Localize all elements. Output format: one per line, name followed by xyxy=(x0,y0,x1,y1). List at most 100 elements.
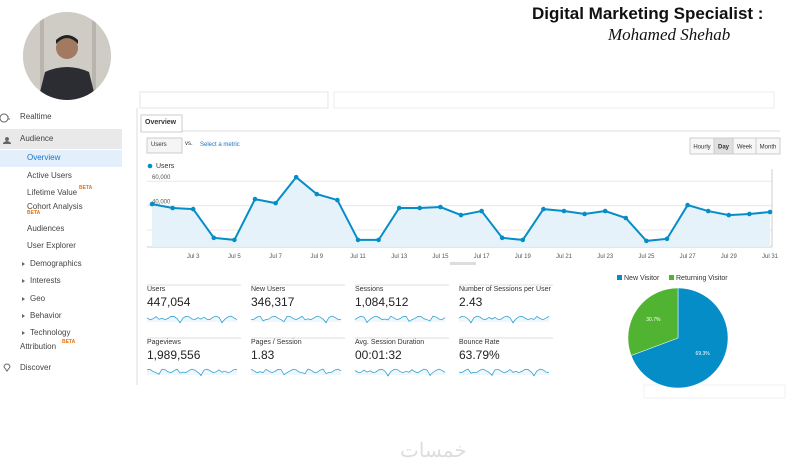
nav-item[interactable]: Active Users xyxy=(27,171,72,180)
x-tick-label: Jul 5 xyxy=(228,254,241,260)
x-tick-label: Jul 9 xyxy=(310,254,323,260)
nav-item[interactable]: Demographics xyxy=(30,259,82,268)
metric-value: 2.43 xyxy=(459,295,483,309)
x-tick-label: Jul 17 xyxy=(474,254,491,260)
nav-active xyxy=(0,150,122,167)
point xyxy=(726,212,732,218)
x-tick-label: Jul 19 xyxy=(515,254,532,260)
x-tick-label: Jul 3 xyxy=(187,254,200,260)
point xyxy=(149,201,155,207)
blank-box xyxy=(643,384,786,399)
sparkline-fill xyxy=(251,316,341,323)
point xyxy=(664,236,670,242)
metric-label: Pageviews xyxy=(147,339,181,346)
nav-item[interactable]: Cohort Analysis xyxy=(27,202,83,211)
period-label[interactable]: Hourly xyxy=(693,145,710,151)
metric-value: 1,989,556 xyxy=(147,348,201,362)
nav-item[interactable]: User Explorer xyxy=(27,241,76,250)
point xyxy=(644,238,649,244)
point xyxy=(314,191,320,197)
bulb-icon xyxy=(3,363,11,372)
point xyxy=(190,206,196,212)
nav-item[interactable]: Geo xyxy=(30,294,46,303)
point xyxy=(438,204,443,210)
point xyxy=(458,212,464,218)
metric-value: 346,317 xyxy=(251,295,295,309)
period-label[interactable]: Day xyxy=(718,145,730,151)
x-tick-label: Jul 11 xyxy=(350,254,366,260)
point xyxy=(685,202,690,208)
sparkline-fill xyxy=(355,316,445,323)
sparkline-fill xyxy=(147,369,237,376)
x-tick-label: Jul 29 xyxy=(721,254,738,260)
period-label[interactable]: Week xyxy=(737,145,753,151)
x-tick-label: Jul 7 xyxy=(269,254,282,260)
metric-value: 00:01:32 xyxy=(355,348,402,362)
period-button[interactable] xyxy=(755,137,781,155)
point xyxy=(170,205,175,211)
clock-icon xyxy=(0,113,10,123)
sparklines xyxy=(146,315,550,377)
nav-item[interactable]: Overview xyxy=(27,153,61,162)
dropdown[interactable] xyxy=(146,137,183,154)
watermark: خمسات xyxy=(400,440,467,462)
tab-label[interactable]: Overview xyxy=(145,119,177,126)
y-tick-label: 60,000 xyxy=(152,175,171,181)
x-tick-label: Jul 13 xyxy=(391,254,408,260)
point xyxy=(417,205,423,211)
metric-label: Avg. Session Duration xyxy=(355,339,425,346)
metric-label: Bounce Rate xyxy=(459,339,500,346)
period-label[interactable]: Month xyxy=(760,145,777,151)
legend-label: Returning Visitor xyxy=(676,275,728,282)
nav-item[interactable]: Discover xyxy=(20,363,52,372)
nav-item[interactable]: Audiences xyxy=(27,224,65,233)
legend-label: New Visitor xyxy=(624,275,660,282)
nav-item[interactable]: Technology xyxy=(30,328,71,337)
legend-swatch xyxy=(617,275,622,280)
area xyxy=(152,177,770,247)
expand-arrow xyxy=(22,297,25,301)
dropdown-label[interactable]: Users xyxy=(151,142,167,148)
metric-label: Users xyxy=(147,286,166,293)
y-tick-label: 40,000 xyxy=(152,200,171,206)
point xyxy=(747,211,752,217)
point xyxy=(541,206,546,212)
point xyxy=(396,205,402,211)
expand-arrow xyxy=(22,262,25,266)
x-tick-label: Jul 23 xyxy=(597,254,614,260)
point xyxy=(582,211,587,217)
slice-label: 30.7% xyxy=(646,317,661,323)
point xyxy=(767,209,773,215)
sparkline-fill xyxy=(459,316,549,323)
header-title: Digital Marketing Specialist : xyxy=(532,4,764,23)
vs-label: vs. xyxy=(185,141,193,147)
pie-slice xyxy=(627,287,679,356)
metric-label: Sessions xyxy=(355,286,384,293)
legend-label: Users xyxy=(156,163,175,170)
tab[interactable] xyxy=(140,114,183,133)
x-tick-label: Jul 25 xyxy=(638,254,655,260)
nav-item[interactable]: Realtime xyxy=(20,112,52,121)
nav-item[interactable]: Interests xyxy=(30,276,61,285)
nav-item[interactable]: Attribution xyxy=(20,342,57,351)
point xyxy=(211,235,217,241)
select-metric[interactable]: Select a metric xyxy=(200,142,240,148)
point xyxy=(376,237,381,243)
photo-content xyxy=(23,12,111,100)
metric-label: Number of Sessions per User xyxy=(459,286,551,293)
nav-item[interactable]: Audience xyxy=(20,134,54,143)
metric-value: 1,084,512 xyxy=(355,295,409,309)
nav-item[interactable]: Lifetime Value xyxy=(27,188,78,197)
x-tick-label: Jul 27 xyxy=(680,254,697,260)
legend-dot xyxy=(147,163,153,169)
blurred-panel xyxy=(333,91,775,109)
legend-swatch xyxy=(669,275,674,280)
expand-arrow xyxy=(22,331,25,335)
sparkline-fill xyxy=(251,369,341,375)
point xyxy=(232,237,237,243)
metric-value: 63.79% xyxy=(459,348,500,362)
nav-item[interactable]: Behavior xyxy=(30,311,62,320)
metric-value: 447,054 xyxy=(147,295,191,309)
